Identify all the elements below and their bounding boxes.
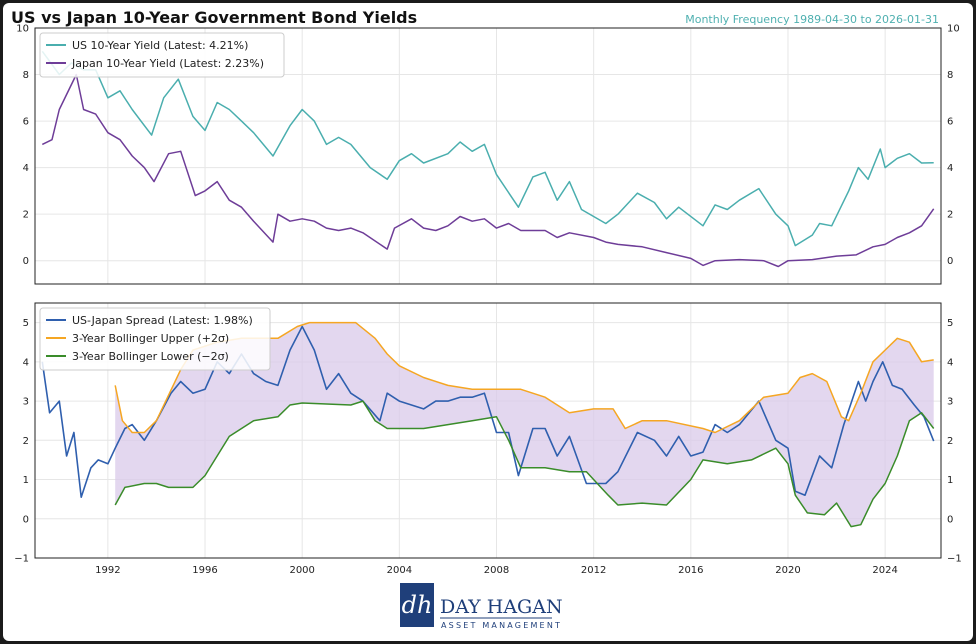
logo-monogram: dh <box>402 591 433 619</box>
x-tick-label: 1992 <box>95 565 120 576</box>
y-tick-label: 1 <box>23 475 29 486</box>
us-yield-line <box>41 50 934 247</box>
x-tick-label: 2008 <box>484 565 509 576</box>
logo-mark <box>400 583 434 627</box>
japan-yield-line <box>41 73 935 268</box>
legend-box <box>39 32 285 78</box>
legend: US-Japan Spread (Latest: 1.98%) 3-Year Bo… <box>39 307 271 371</box>
y-tick-label: 3 <box>23 397 29 408</box>
y-tick-label-right: −1 <box>947 554 962 565</box>
y-tick-label: 5 <box>23 318 29 329</box>
y-tick-label: 8 <box>23 70 29 81</box>
y-tick-label: 6 <box>23 117 29 128</box>
y-tick-label-right: 0 <box>947 256 953 267</box>
y-tick-label-right: 8 <box>947 70 953 81</box>
legend-label: US-Japan Spread (Latest: 1.98%) <box>72 314 253 327</box>
logo-name: DAY HAGAN <box>440 596 563 618</box>
y-tick-label: 4 <box>23 163 29 174</box>
y-tick-label-right: 2 <box>947 210 953 221</box>
y-tick-label-right: 10 <box>947 24 960 35</box>
top-panel: 0 0 2 2 4 4 6 6 8 8 10 10 US 10-Year Yield (Latest: … <box>16 24 960 285</box>
y-tick-label: 4 <box>23 357 29 368</box>
plot-frame <box>34 302 942 559</box>
y-tick-label: 0 <box>23 256 29 267</box>
y-tick-label-right: 6 <box>947 117 953 128</box>
x-tick-label: 2012 <box>581 565 606 576</box>
legend-box <box>39 307 271 371</box>
x-tick-label: 2000 <box>289 565 314 576</box>
y-tick-label-right: 4 <box>947 357 953 368</box>
bollinger-lower-line <box>114 400 935 528</box>
bottom-panel: −1 −1 0 0 1 1 2 2 3 3 4 4 5 5 1992 1996 2000 2004 2008 2012… <box>14 302 962 576</box>
x-tick-label: 1996 <box>192 565 217 576</box>
y-tick-label: 0 <box>23 514 29 525</box>
legend-label: US 10-Year Yield (Latest: 4.21%) <box>72 39 248 52</box>
x-tick-label: 2020 <box>775 565 800 576</box>
bollinger-band <box>115 322 934 527</box>
chart-title: US vs Japan 10-Year Government Bond Yiel… <box>11 8 418 27</box>
y-tick-label: −1 <box>14 554 29 565</box>
y-tick-label-right: 5 <box>947 318 953 329</box>
y-tick-label-right: 3 <box>947 397 953 408</box>
y-tick-label-right: 1 <box>947 475 953 486</box>
spread-line <box>41 325 935 498</box>
y-tick-label: 2 <box>23 210 29 221</box>
logo-tagline: ASSET MANAGEMENT <box>441 621 562 630</box>
legend-label: Japan 10-Year Yield (Latest: 2.23%) <box>71 57 264 70</box>
y-tick-label-right: 4 <box>947 163 953 174</box>
y-tick-label: 2 <box>23 436 29 447</box>
plot-frame <box>34 27 942 285</box>
x-tick-label: 2024 <box>872 565 897 576</box>
y-tick-label-right: 0 <box>947 514 953 525</box>
chart-subtitle: Monthly Frequency 1989-04-30 to 2026-01-… <box>685 13 939 26</box>
logo: dh DAY HAGAN ASSET MANAGEMENT <box>400 583 563 630</box>
legend-label: 3-Year Bollinger Lower (−2σ) <box>72 350 229 363</box>
legend: US 10-Year Yield (Latest: 4.21%) Japan 10… <box>39 32 285 78</box>
chart-frame: US vs Japan 10-Year Government Bond Yiel… <box>3 3 973 641</box>
y-tick-label-right: 2 <box>947 436 953 447</box>
y-tick-label: 10 <box>16 24 29 35</box>
x-tick-label: 2004 <box>387 565 412 576</box>
x-tick-label: 2016 <box>678 565 703 576</box>
legend-label: 3-Year Bollinger Upper (+2σ) <box>72 332 229 345</box>
